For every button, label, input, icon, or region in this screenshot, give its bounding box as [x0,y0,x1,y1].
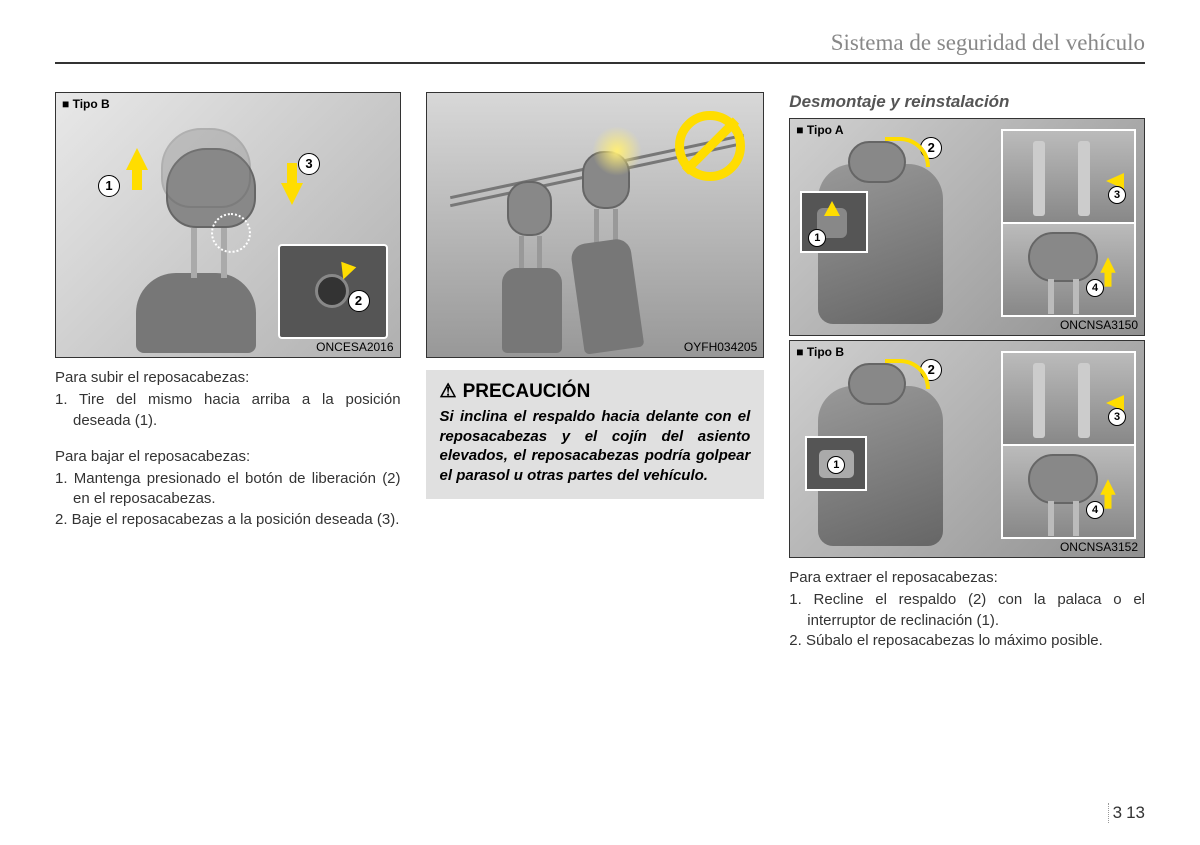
lower-intro-text: Para bajar el reposacabezas: [55,447,401,467]
prohibit-icon [675,111,745,181]
lower-step-1: 1. Mantenga presionado el botón de liber… [55,469,401,510]
arrow-down-icon [281,183,303,205]
headrest-post-detail-icon [1078,363,1090,438]
seat-headrest-icon [507,181,552,236]
caution-body-text: Si inclina el respaldo hacia delante con… [440,407,751,485]
page-header: Sistema de seguridad del vehículo [55,30,1145,64]
headrest-ghost-icon [161,128,251,208]
headrest-post-detail-icon [1033,141,1045,216]
figure-headrest-adjust: ■ Tipo B 1 3 2 ONCESA2016 [55,92,401,358]
chapter-number: 3 [1113,803,1126,822]
post-icon [1048,501,1054,536]
inset-headrest-up: 4 [1001,222,1136,317]
seat-post-icon [594,209,599,244]
inset-headrest-up: 4 [1001,444,1136,539]
callout-2: 2 [348,290,370,312]
raise-step-1: 1. Tire del mismo hacia arriba a la posi… [55,390,401,431]
callout-4: 4 [1086,279,1104,297]
inset-lever: 1 [800,191,868,253]
warning-icon: ⚠ [440,380,457,403]
callout-1: 1 [98,175,120,197]
remove-step-2: 2. Súbalo el reposacabezas lo máximo pos… [789,631,1145,651]
inset-post-press: 3 [1001,351,1136,446]
seat-post-icon [519,236,524,271]
headrest-detail-icon [1028,454,1098,504]
page-number-value: 13 [1126,803,1145,822]
caution-box: ⚠ PRECAUCIÓN Si inclina el respaldo hacia… [426,370,765,499]
remove-step-1: 1. Recline el respaldo (2) con la palaca… [789,590,1145,631]
seat-back-reclined-icon [569,237,644,354]
headrest-detail-icon [1028,232,1098,282]
figure-headrest-warning: OYFH034205 [426,92,765,358]
lower-instructions: Para bajar el reposacabezas: 1. Mantenga… [55,447,401,530]
figure-removal-type-a: ■ Tipo A 1 2 3 [789,118,1145,336]
inset-detail: 2 [278,244,388,339]
impact-starburst-icon [592,126,642,176]
column-middle: OYFH034205 ⚠ PRECAUCIÓN Si inclina el res… [426,92,765,667]
arrow-up-icon [1100,479,1115,494]
post-icon [1073,279,1079,314]
arrow-up-icon [126,148,148,170]
header-title: Sistema de seguridad del vehículo [831,30,1145,55]
post-icon [1048,279,1054,314]
seat-back-icon [136,273,256,353]
headrest-post-detail-icon [1033,363,1045,438]
figure-type-label: ■ Tipo B [62,97,110,111]
post-icon [1073,501,1079,536]
subsection-title: Desmontaje y reinstalación [789,92,1145,112]
callout-3: 3 [1108,186,1126,204]
seat-post-icon [537,236,542,271]
raise-intro-text: Para subir el reposacabezas: [55,368,401,388]
figure-type-label: ■ Tipo A [796,123,843,137]
caution-title: ⚠ PRECAUCIÓN [440,380,751,403]
figure-code: ONCNSA3150 [1060,318,1138,332]
column-right: Desmontaje y reinstalación ■ Tipo A 1 2 … [789,92,1145,667]
callout-3: 3 [298,153,320,175]
detail-highlight-icon [211,213,251,253]
caution-title-text: PRECAUCIÓN [463,381,591,402]
arrow-up-icon [1100,257,1115,272]
callout-1: 1 [808,229,826,247]
figure-code: OYFH034205 [684,340,757,354]
inset-post-press: 3 [1001,129,1136,224]
remove-instructions: Para extraer el reposacabezas: 1. Reclin… [789,568,1145,651]
column-left: ■ Tipo B 1 3 2 ONCESA2016 Para subir el … [55,92,401,667]
headrest-post-icon [191,228,197,278]
arrow-lever-icon [824,201,840,216]
lower-step-2: 2. Baje el reposacabezas a la posición d… [55,510,401,530]
figure-type-label: ■ Tipo B [796,345,844,359]
seat-back-icon [502,268,562,353]
figure-code: ONCNSA3152 [1060,540,1138,554]
callout-3: 3 [1108,408,1126,426]
figure-code: ONCESA2016 [316,340,393,354]
content-area: ■ Tipo B 1 3 2 ONCESA2016 Para subir el … [55,92,1145,667]
remove-intro-text: Para extraer el reposacabezas: [789,568,1145,588]
headrest-post-detail-icon [1078,141,1090,216]
callout-4: 4 [1086,501,1104,519]
figure-removal-type-b: ■ Tipo B 1 2 3 4 [789,340,1145,558]
raise-instructions: Para subir el reposacabezas: 1. Tire del… [55,368,401,431]
page-number: 313 [1108,803,1145,823]
inset-switch: 1 [805,436,867,491]
